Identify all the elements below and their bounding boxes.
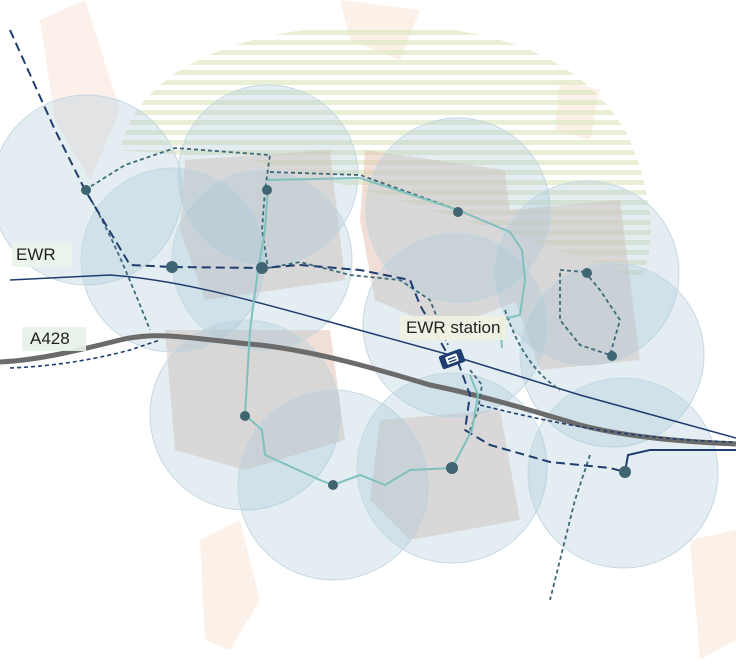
catchment-circle xyxy=(177,84,359,266)
stop-marker-icon[interactable] xyxy=(328,480,338,490)
stop-marker-icon[interactable] xyxy=(166,261,178,273)
ewr-station-label: EWR station xyxy=(400,316,507,340)
teal-route xyxy=(243,176,527,487)
stop-marker-icon[interactable] xyxy=(453,207,463,217)
stop-marker-icon[interactable] xyxy=(607,351,617,361)
stops xyxy=(81,185,631,490)
ewr-rail-line xyxy=(9,274,736,439)
a428-road-label: A428 xyxy=(22,327,86,351)
stop-marker-icon[interactable] xyxy=(240,411,250,421)
stop-marker-icon[interactable] xyxy=(582,268,592,278)
ewr-line-label: EWR xyxy=(12,243,72,267)
stop-marker-icon[interactable] xyxy=(619,466,631,478)
catchment-circle xyxy=(80,167,266,353)
dotted-routes xyxy=(84,147,621,601)
a428-road xyxy=(0,333,736,447)
solid-connector xyxy=(624,449,736,473)
stop-marker-icon[interactable] xyxy=(446,462,458,474)
train-station-icon[interactable] xyxy=(438,348,466,370)
catchment-circle xyxy=(171,169,353,351)
stop-marker-icon[interactable] xyxy=(262,185,272,195)
stop-marker-icon[interactable] xyxy=(81,185,91,195)
stop-marker-icon[interactable] xyxy=(256,262,268,274)
